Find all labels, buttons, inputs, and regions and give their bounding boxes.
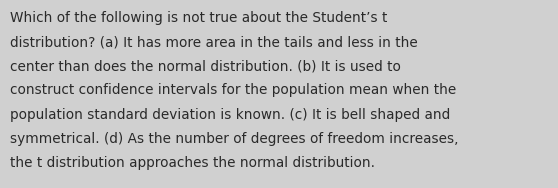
Text: construct confidence intervals for the population mean when the: construct confidence intervals for the p… (10, 83, 456, 97)
Text: population standard deviation is known. (c) It is bell shaped and: population standard deviation is known. … (10, 108, 450, 121)
Text: center than does the normal distribution. (b) It is used to: center than does the normal distribution… (10, 59, 401, 73)
Text: symmetrical. (d) As the number of degrees of freedom increases,: symmetrical. (d) As the number of degree… (10, 132, 459, 146)
Text: the t distribution approaches the normal distribution.: the t distribution approaches the normal… (10, 156, 375, 170)
Text: Which of the following is not true about the Student’s t: Which of the following is not true about… (10, 11, 387, 25)
Text: distribution? (a) It has more area in the tails and less in the: distribution? (a) It has more area in th… (10, 35, 418, 49)
